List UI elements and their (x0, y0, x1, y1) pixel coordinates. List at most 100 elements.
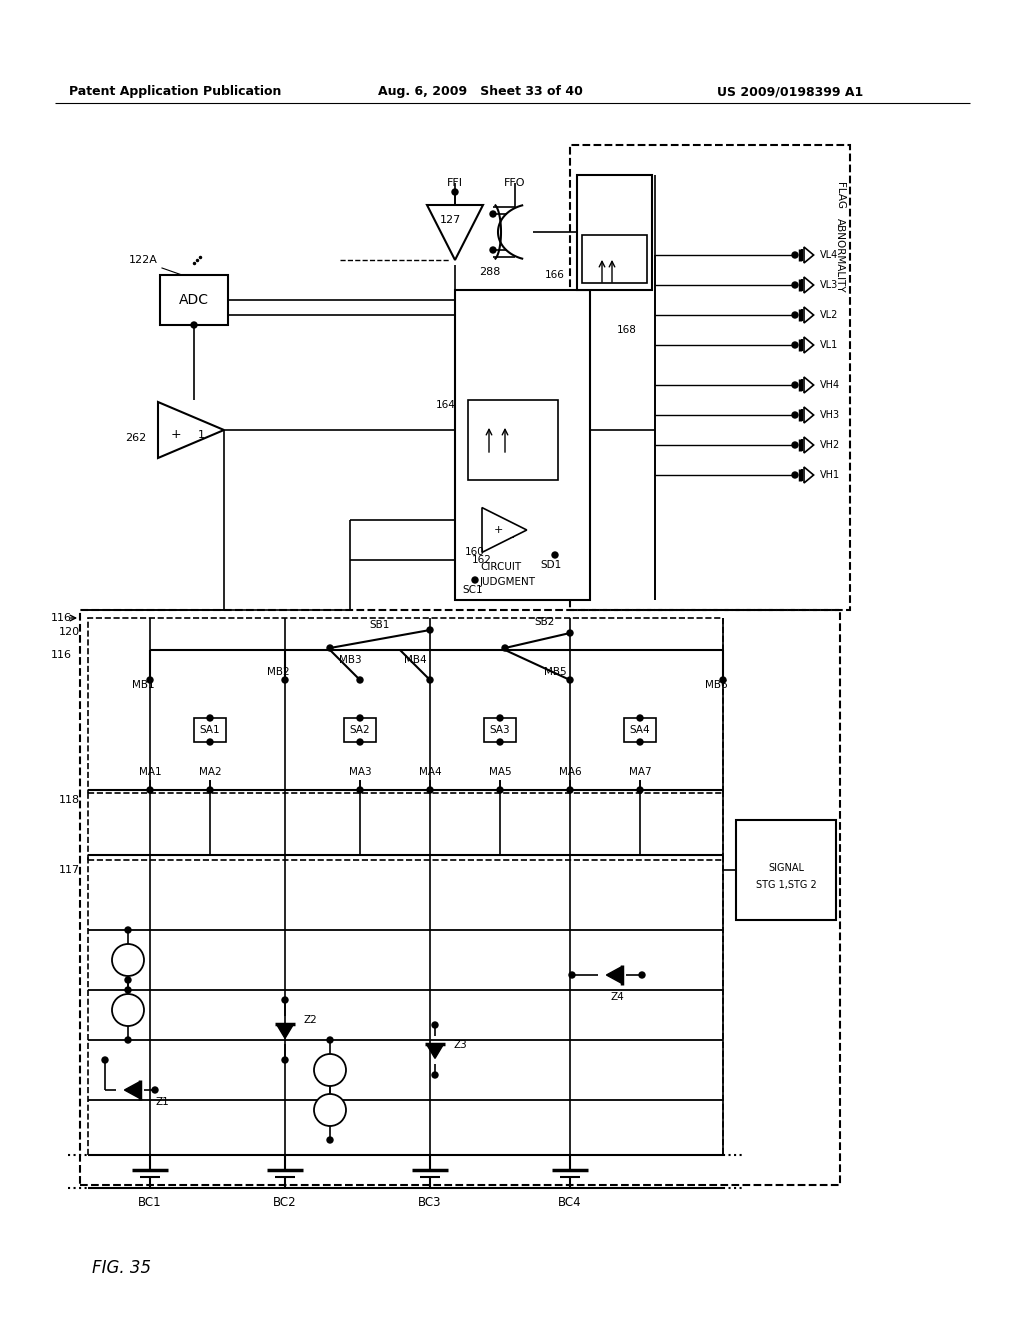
Circle shape (427, 627, 433, 634)
Text: 127: 127 (440, 215, 461, 224)
Text: MB6: MB6 (705, 680, 727, 690)
Text: 168: 168 (617, 325, 637, 335)
Text: VL3: VL3 (820, 280, 839, 290)
Circle shape (357, 739, 362, 744)
Text: BC2: BC2 (273, 1196, 297, 1209)
Text: MA7: MA7 (629, 767, 651, 777)
Bar (624, 718, 656, 742)
Text: 162: 162 (472, 554, 492, 565)
Polygon shape (606, 966, 622, 983)
Circle shape (567, 787, 573, 793)
Text: 122A: 122A (129, 255, 158, 265)
Circle shape (327, 1137, 333, 1143)
Circle shape (125, 987, 131, 993)
Text: SA1: SA1 (200, 725, 220, 735)
Text: SD1: SD1 (540, 560, 561, 570)
Text: +: + (494, 525, 503, 535)
Text: MA2: MA2 (199, 767, 221, 777)
Text: MB2: MB2 (266, 667, 290, 677)
Text: 166: 166 (545, 271, 565, 280)
Circle shape (792, 473, 798, 478)
Circle shape (125, 1038, 131, 1043)
Text: Z4: Z4 (610, 993, 624, 1002)
Circle shape (432, 1022, 438, 1028)
Text: MA6: MA6 (559, 767, 582, 777)
Text: STG 1,STG 2: STG 1,STG 2 (756, 880, 816, 890)
Text: 160: 160 (465, 546, 484, 557)
Circle shape (720, 677, 726, 682)
Text: MA1: MA1 (138, 767, 162, 777)
Text: 120: 120 (58, 627, 80, 638)
Circle shape (792, 252, 798, 257)
Circle shape (502, 645, 508, 651)
Circle shape (472, 577, 478, 583)
Text: JUDGMENT: JUDGMENT (480, 577, 536, 587)
Text: VL2: VL2 (820, 310, 839, 319)
Circle shape (207, 787, 213, 793)
Circle shape (637, 715, 643, 721)
Text: SA2: SA2 (349, 725, 371, 735)
Text: Z3: Z3 (453, 1040, 467, 1049)
Text: 288: 288 (479, 267, 501, 277)
Circle shape (191, 322, 197, 327)
Text: VH2: VH2 (820, 440, 841, 450)
Circle shape (639, 972, 645, 978)
Circle shape (327, 1038, 333, 1043)
Text: BC4: BC4 (558, 1196, 582, 1209)
Bar (577, 176, 652, 290)
Bar (88, 618, 723, 793)
Circle shape (147, 787, 153, 793)
Bar (582, 235, 647, 282)
Text: MA4: MA4 (419, 767, 441, 777)
Circle shape (327, 1097, 333, 1104)
Bar (468, 400, 558, 480)
Text: BC1: BC1 (138, 1196, 162, 1209)
Circle shape (427, 787, 433, 793)
Text: Patent Application Publication: Patent Application Publication (69, 86, 282, 99)
Circle shape (207, 715, 213, 721)
Text: 164: 164 (436, 400, 456, 411)
Bar (455, 290, 590, 601)
Text: MB5: MB5 (544, 667, 566, 677)
Bar (88, 855, 723, 1155)
Bar (88, 789, 723, 861)
Circle shape (490, 211, 496, 216)
Circle shape (497, 739, 503, 744)
Circle shape (357, 787, 362, 793)
Text: Z2: Z2 (303, 1015, 316, 1026)
Text: SA4: SA4 (630, 725, 650, 735)
Polygon shape (276, 1024, 294, 1039)
Text: ADC: ADC (179, 293, 209, 308)
Circle shape (637, 787, 643, 793)
Text: 117: 117 (58, 865, 80, 875)
Circle shape (497, 715, 503, 721)
Circle shape (792, 412, 798, 418)
Circle shape (552, 552, 558, 558)
Circle shape (207, 739, 213, 744)
Bar (736, 820, 836, 920)
Circle shape (427, 677, 433, 682)
Text: 116: 116 (51, 612, 72, 623)
Bar (484, 718, 516, 742)
Text: MB1: MB1 (132, 680, 155, 690)
Text: FFO: FFO (504, 178, 525, 187)
Circle shape (282, 1057, 288, 1063)
Text: -: - (510, 532, 514, 544)
Text: MB3: MB3 (339, 655, 361, 665)
Circle shape (792, 442, 798, 447)
Circle shape (792, 282, 798, 288)
Text: Z1: Z1 (155, 1097, 169, 1107)
Text: VL4: VL4 (820, 249, 839, 260)
Circle shape (357, 715, 362, 721)
Circle shape (112, 944, 144, 975)
Bar (194, 718, 226, 742)
Text: VH3: VH3 (820, 411, 840, 420)
Text: FFI: FFI (447, 178, 463, 187)
Text: ABNORMALITY: ABNORMALITY (835, 218, 845, 292)
Circle shape (147, 677, 153, 682)
Bar (344, 718, 376, 742)
Text: VH1: VH1 (820, 470, 840, 480)
Text: MB4: MB4 (403, 655, 426, 665)
Bar (160, 275, 228, 325)
Text: VH4: VH4 (820, 380, 840, 389)
